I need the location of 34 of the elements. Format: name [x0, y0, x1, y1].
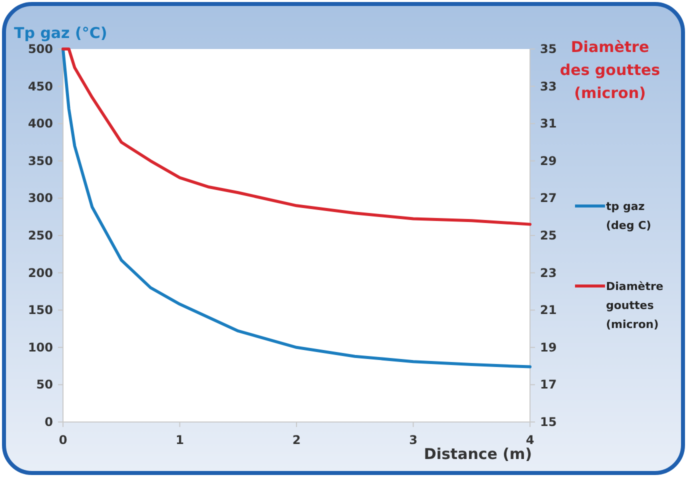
line-series — [62, 48, 532, 226]
y-tick-label: 350 — [28, 154, 53, 168]
legend-label: Diamètre gouttes (micron) — [606, 280, 664, 331]
y2-tick-label: 23 — [540, 266, 557, 280]
y-tick-label: 150 — [28, 303, 53, 318]
y-tick-label: 300 — [28, 191, 53, 206]
y2-tick-label: 15 — [540, 415, 557, 429]
y-tick-label: 50 — [36, 378, 53, 392]
x-tick-label: 2 — [292, 433, 301, 447]
y2-tick-label: 27 — [540, 191, 557, 206]
y-tick-label: 200 — [28, 266, 53, 280]
x-tick-label: 1 — [176, 433, 184, 447]
y-tick-label: 400 — [28, 116, 53, 131]
y2-axis-title: Diamètre des gouttes (micron) — [560, 38, 660, 102]
line-series — [62, 48, 532, 368]
y2-tick-label: 17 — [540, 378, 557, 392]
y2-tick-label: 31 — [540, 116, 557, 131]
x-tick-label: 4 — [526, 433, 534, 447]
y2-tick-label: 19 — [540, 340, 557, 354]
y-tick-label: 450 — [28, 79, 53, 94]
y2-tick-label: 21 — [540, 303, 557, 318]
y-axis-title: Tp gaz (°C) — [14, 24, 108, 42]
x-tick-label: 0 — [58, 433, 68, 447]
y2-tick-label: 25 — [540, 228, 557, 242]
y-tick-label: 250 — [28, 228, 53, 242]
legend-label: tp gaz (deg C) — [606, 200, 652, 232]
y-tick-label: 0 — [44, 415, 53, 429]
x-axis-title: Distance (m) — [424, 445, 532, 463]
y2-tick-label: 33 — [540, 79, 557, 94]
y2-tick-label: 29 — [540, 154, 557, 168]
x-tick-label: 3 — [409, 433, 418, 447]
y2-tick-label: 35 — [540, 42, 557, 56]
y-tick-label: 500 — [28, 42, 53, 56]
y-tick-label: 100 — [28, 340, 53, 354]
